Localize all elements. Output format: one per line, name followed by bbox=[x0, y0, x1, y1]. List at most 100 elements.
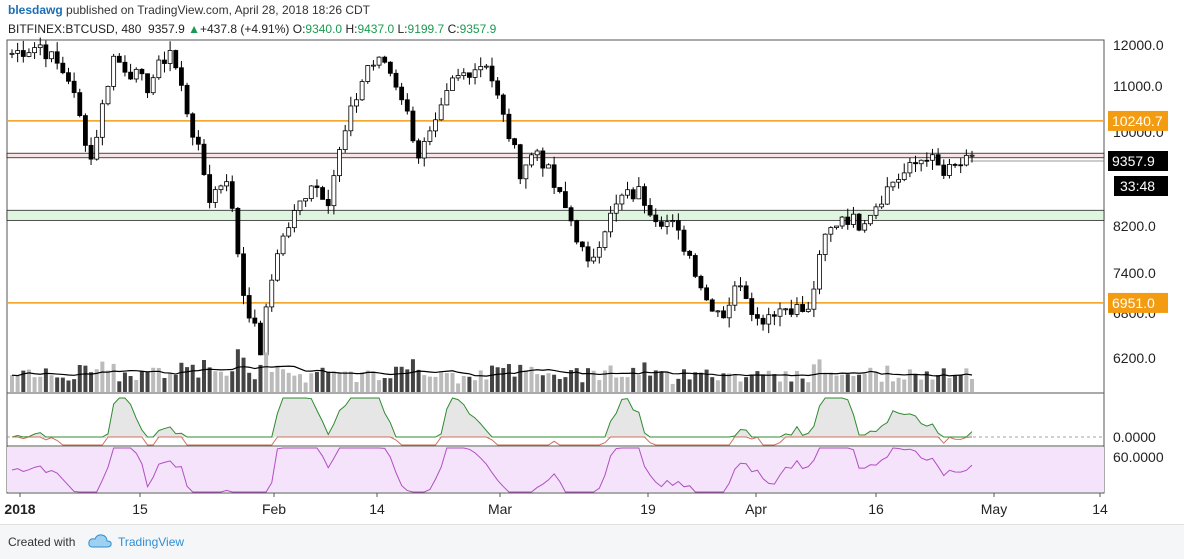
volume-bar bbox=[100, 361, 105, 392]
candle-body bbox=[579, 241, 585, 248]
volume-bar bbox=[433, 376, 438, 392]
candle-body bbox=[263, 306, 269, 356]
volume-bar bbox=[190, 364, 195, 392]
volume-bar bbox=[224, 375, 229, 392]
candle-body bbox=[743, 285, 749, 299]
volume-bar bbox=[682, 369, 686, 392]
candle-body bbox=[371, 64, 376, 67]
volume-bar bbox=[535, 374, 540, 392]
volume-bar bbox=[10, 375, 14, 392]
volume-bar bbox=[371, 371, 376, 392]
volume-bar bbox=[38, 376, 43, 392]
volume-bar bbox=[851, 375, 856, 392]
candle-body bbox=[173, 50, 179, 69]
candle-body bbox=[817, 254, 822, 290]
last-price-tag: 9357.9 bbox=[1112, 153, 1155, 169]
publisher-line: blesdawg published on TradingView.com, A… bbox=[8, 3, 370, 17]
candle-body bbox=[647, 205, 653, 216]
volume-bar bbox=[427, 376, 432, 392]
volume-bar bbox=[947, 378, 952, 392]
low-value: 9199.7 bbox=[407, 22, 445, 36]
volume-bar bbox=[586, 368, 590, 392]
tradingview-link[interactable]: TradingView bbox=[118, 535, 185, 549]
candle-body bbox=[636, 186, 642, 200]
y-tick-label: 8200.0 bbox=[1113, 218, 1156, 234]
y-tick-label: 12000.0 bbox=[1113, 37, 1164, 53]
volume-bar bbox=[857, 374, 862, 392]
candle-body bbox=[94, 136, 100, 160]
volume-bar bbox=[252, 379, 257, 392]
candle-body bbox=[43, 44, 49, 60]
candle-body bbox=[229, 181, 235, 209]
zone-support bbox=[6, 209, 1105, 221]
volume-bar bbox=[15, 376, 20, 392]
volume-bar bbox=[241, 357, 246, 392]
symbol: BITFINEX:BTCUSD, 480 bbox=[8, 22, 142, 36]
candle-body bbox=[969, 154, 975, 157]
osc-fill bbox=[12, 398, 972, 437]
candle-body bbox=[212, 189, 218, 203]
created-with: Created with bbox=[8, 535, 76, 549]
volume-bar bbox=[964, 368, 969, 392]
volume-bar bbox=[83, 365, 88, 392]
volume-bar bbox=[247, 372, 252, 392]
candle-body bbox=[642, 186, 647, 206]
volume-bar bbox=[422, 375, 427, 392]
volume-bar bbox=[738, 381, 743, 392]
volume-bar bbox=[868, 367, 873, 392]
volume-bar bbox=[162, 378, 167, 392]
volume-bar bbox=[834, 375, 839, 392]
candle-body bbox=[721, 310, 726, 319]
volume-bar bbox=[749, 374, 754, 392]
candle-body bbox=[32, 47, 37, 54]
volume-bar bbox=[552, 374, 557, 392]
username[interactable]: blesdawg bbox=[8, 3, 63, 17]
volume-bar bbox=[885, 365, 890, 392]
volume-bar bbox=[862, 373, 867, 392]
volume-bar bbox=[704, 369, 709, 392]
volume-bar bbox=[394, 366, 398, 392]
candle-body bbox=[715, 310, 721, 313]
candle-body bbox=[551, 164, 557, 188]
candle-body bbox=[399, 86, 405, 101]
volume-bar bbox=[72, 379, 77, 392]
volume-bar bbox=[608, 365, 613, 392]
candle-body bbox=[805, 308, 811, 312]
candle-body bbox=[738, 285, 743, 288]
volume-bar bbox=[213, 371, 218, 392]
candle-body bbox=[122, 61, 128, 73]
candle-body bbox=[54, 51, 60, 64]
volume-bar bbox=[811, 364, 816, 392]
volume-bar bbox=[399, 366, 404, 392]
countdown-tag: 33:48 bbox=[1120, 178, 1155, 194]
candle-body bbox=[698, 275, 704, 289]
candle-body bbox=[930, 154, 935, 161]
volume-bar bbox=[693, 372, 698, 392]
chart-svg: 12000.011000.010000.08200.07400.06800.06… bbox=[4, 37, 1168, 517]
candle-body bbox=[766, 314, 772, 325]
volume-bar bbox=[145, 371, 150, 392]
candle-body bbox=[907, 162, 913, 174]
volume-bar bbox=[540, 375, 545, 392]
osc-up-line bbox=[11, 397, 973, 438]
candle-body bbox=[839, 216, 845, 227]
volume-bar bbox=[326, 371, 331, 392]
upper-level-tag: 10240.7 bbox=[1112, 113, 1163, 129]
volume-bar bbox=[591, 370, 596, 392]
candle-body bbox=[862, 223, 868, 231]
candle-body bbox=[252, 317, 258, 324]
lower-level-tag: 6951.0 bbox=[1112, 295, 1155, 311]
volume-bar bbox=[930, 379, 935, 392]
volume-bar bbox=[845, 374, 850, 392]
x-tick-label: Feb bbox=[262, 501, 286, 517]
volume-bar bbox=[456, 383, 461, 392]
volume-bar bbox=[761, 374, 766, 392]
candle-body bbox=[320, 187, 325, 200]
open-label: O: bbox=[292, 22, 306, 36]
y-tick-label: 11000.0 bbox=[1113, 78, 1163, 94]
candle-body bbox=[83, 115, 88, 146]
candle-body bbox=[139, 68, 145, 75]
close-value: 9357.9 bbox=[459, 22, 497, 36]
volume-bar bbox=[122, 372, 127, 392]
candle-body bbox=[918, 159, 924, 165]
